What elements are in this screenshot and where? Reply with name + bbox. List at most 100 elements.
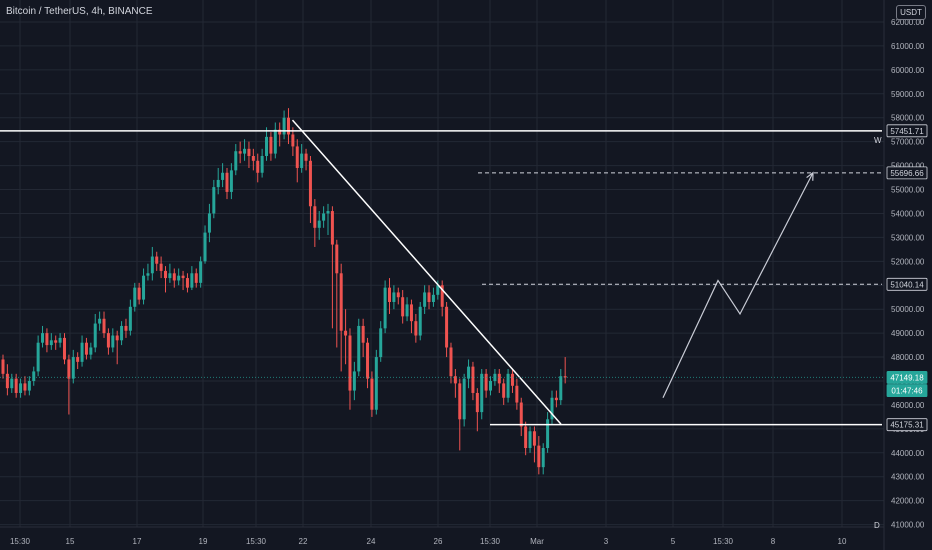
candle-body xyxy=(111,335,115,348)
y-tick-label: 57000.00 xyxy=(891,138,925,147)
price-label: 57451.71 xyxy=(890,127,924,136)
candle-body xyxy=(409,304,413,322)
candle-body xyxy=(405,304,409,317)
y-tick-label: 61000.00 xyxy=(891,42,925,51)
price-label: 47149.18 xyxy=(890,373,924,382)
candle-body xyxy=(295,146,299,168)
y-tick-label: 48000.00 xyxy=(891,353,925,362)
candle-body xyxy=(502,383,506,398)
candle-body xyxy=(221,172,225,180)
candle-body xyxy=(541,448,545,468)
y-tick-label: 50000.00 xyxy=(891,305,925,314)
candle-body xyxy=(238,151,242,154)
candle-body xyxy=(467,366,471,379)
week-marker: W xyxy=(874,136,882,145)
candle-body xyxy=(229,170,233,192)
candle-body xyxy=(71,357,75,379)
candle-body xyxy=(234,151,238,171)
candle-body xyxy=(335,244,339,274)
y-tick-label: 58000.00 xyxy=(891,114,925,123)
candle-body xyxy=(67,359,71,379)
candle-body xyxy=(414,321,418,336)
x-tick-label: 10 xyxy=(838,537,847,546)
candle-body xyxy=(510,373,514,386)
candle-body xyxy=(225,172,229,192)
candle-body xyxy=(519,402,523,427)
y-tick-label: 42000.00 xyxy=(891,497,925,506)
candle-body xyxy=(181,275,185,279)
candle-body xyxy=(396,292,400,298)
y-tick-label: 46000.00 xyxy=(891,401,925,410)
price-label-box xyxy=(886,384,928,397)
x-tick-label: 8 xyxy=(771,537,776,546)
candle-body xyxy=(352,371,356,391)
candle-body xyxy=(546,419,550,449)
candle-body xyxy=(449,347,453,377)
candle-body xyxy=(304,153,308,161)
y-tick-label: 59000.00 xyxy=(891,90,925,99)
candle-body xyxy=(286,117,290,135)
price-label: 51040.14 xyxy=(890,280,924,289)
candle-body xyxy=(251,156,255,161)
projection-path xyxy=(662,172,814,399)
candle-body xyxy=(427,292,431,303)
candle-body xyxy=(401,297,405,317)
candle-body xyxy=(278,129,282,135)
y-tick-label: 49000.00 xyxy=(891,329,925,338)
candle-body xyxy=(431,294,435,303)
candle-body xyxy=(98,318,102,324)
price-label: 55696.66 xyxy=(890,169,924,178)
candle-body xyxy=(199,261,203,283)
chart-title: Bitcoin / TetherUS, 4h, BINANCE xyxy=(6,6,153,17)
candle-body xyxy=(524,426,528,449)
x-tick-label: 22 xyxy=(299,537,308,546)
candle-body xyxy=(172,273,176,281)
candle-body xyxy=(5,373,9,389)
candle-body xyxy=(458,383,462,420)
candle-body xyxy=(14,378,18,393)
candle-body xyxy=(330,211,334,245)
y-tick-label: 56000.00 xyxy=(891,162,925,171)
candle-body xyxy=(256,160,260,173)
candle-body xyxy=(471,366,475,393)
candle-body xyxy=(322,213,326,221)
candle-body xyxy=(247,148,251,157)
candle-body xyxy=(41,333,45,343)
price-label: 01:47:46 xyxy=(891,387,923,396)
candle-body xyxy=(418,306,422,336)
candle-body xyxy=(370,378,374,410)
candle-body xyxy=(177,275,181,281)
candle-body xyxy=(49,340,53,346)
candle-body xyxy=(300,153,304,168)
candle-body xyxy=(54,340,58,343)
candle-body xyxy=(374,357,378,410)
candle-body xyxy=(76,357,80,362)
x-tick-label: 15:30 xyxy=(713,537,734,546)
candle-body xyxy=(532,431,536,446)
candle-body xyxy=(260,156,264,173)
candle-body xyxy=(392,292,396,303)
candle-body xyxy=(124,325,128,331)
candle-body xyxy=(387,287,391,303)
candle-body xyxy=(27,380,31,391)
candle-body xyxy=(361,325,365,343)
candle-body xyxy=(36,342,40,372)
candle-body xyxy=(212,187,216,214)
x-tick-label: 15 xyxy=(66,537,75,546)
candle-body xyxy=(282,117,286,135)
candle-body xyxy=(489,380,493,391)
x-tick-label: 26 xyxy=(434,537,443,546)
candle-body xyxy=(559,376,563,401)
projection-arrow-head xyxy=(806,171,814,181)
candle-body xyxy=(142,275,146,300)
y-tick-label: 55000.00 xyxy=(891,186,925,195)
candle-body xyxy=(440,285,444,307)
x-tick-label: 15:30 xyxy=(246,537,267,546)
candle-body xyxy=(106,333,110,348)
candle-body xyxy=(93,323,97,348)
currency-badge[interactable]: USDT xyxy=(896,5,926,20)
candle-body xyxy=(528,431,532,449)
candle-body xyxy=(1,359,5,374)
price-label-box xyxy=(886,371,928,384)
